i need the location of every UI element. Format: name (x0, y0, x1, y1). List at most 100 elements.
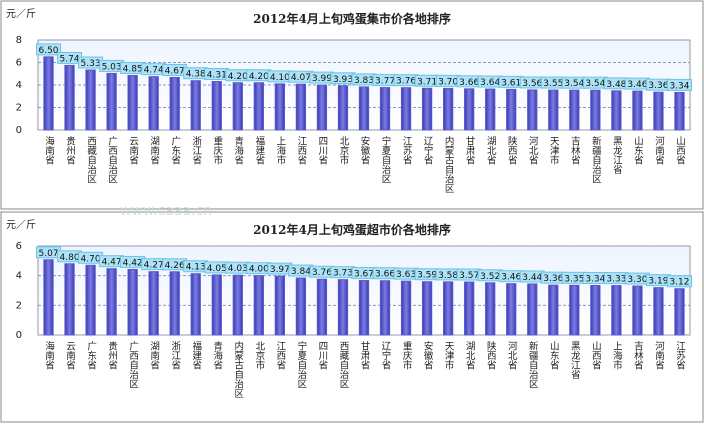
bar (400, 87, 412, 131)
bar (464, 281, 475, 336)
value-label: 3.34 (669, 81, 689, 91)
x-tick-label: 湖北省 (485, 136, 497, 165)
bar (443, 87, 454, 131)
x-tick-label: 江西省 (274, 341, 286, 370)
x-tick-label: 吉林省 (569, 136, 581, 165)
bar (548, 89, 559, 131)
bar (611, 285, 622, 336)
x-tick-label: 广东省 (85, 340, 97, 370)
value-label: 4.20 (249, 72, 269, 82)
x-tick-label: 福建省 (190, 340, 202, 370)
watermark: www.caaa.cn (120, 203, 212, 219)
value-label: 5.07 (38, 249, 58, 259)
x-tick-label: 陕西省 (506, 135, 518, 165)
y-tick-label: 0 (16, 125, 22, 136)
value-label: 3.55 (543, 79, 563, 89)
x-tick-label: 湖南省 (148, 136, 160, 165)
x-tick-label: 江苏省 (401, 136, 413, 165)
bar (148, 76, 159, 131)
value-label: 3.34 (585, 274, 605, 284)
bar (400, 280, 412, 336)
value-label: 3.44 (522, 273, 542, 283)
value-label: 3.54 (585, 79, 605, 89)
bar (316, 278, 328, 336)
bar (358, 280, 370, 336)
y-axis-label: 元／斤 (6, 219, 36, 231)
value-label: 3.36 (543, 274, 563, 284)
bar (674, 288, 685, 336)
x-tick-label: 山西省 (590, 341, 602, 370)
value-label: 4.27 (144, 261, 164, 271)
bar (253, 275, 264, 336)
value-label-box (666, 78, 692, 91)
x-tick-label: 北京市 (253, 341, 265, 370)
value-label: 4.26 (165, 261, 185, 271)
y-tick-label: 4 (16, 271, 22, 282)
bar (211, 81, 222, 131)
x-tick-label: 海南省 (43, 340, 55, 370)
x-tick-label: 河南省 (653, 135, 665, 165)
bar (590, 284, 601, 336)
bar (190, 273, 201, 336)
x-tick-label: 河北省 (506, 340, 518, 370)
value-label: 4.10 (270, 73, 290, 83)
bar (527, 283, 538, 336)
value-label: 4.85 (123, 64, 143, 74)
bar (148, 271, 159, 336)
value-label: 4.70 (81, 254, 101, 264)
y-tick-label: 2 (16, 103, 22, 114)
value-label: 4.03 (228, 264, 248, 274)
bar (485, 282, 496, 336)
x-tick-label: 山西省 (674, 136, 686, 165)
x-tick-label: 宁夏自治区 (380, 135, 392, 183)
x-tick-label: 山东省 (632, 136, 644, 165)
x-tick-label: 山东省 (548, 341, 560, 370)
bar (274, 275, 285, 336)
bar (379, 87, 391, 131)
bar (632, 285, 643, 336)
x-tick-label: 宁夏自治区 (295, 340, 307, 388)
y-tick-label: 8 (16, 35, 22, 46)
x-tick-label: 云南省 (127, 136, 139, 165)
x-tick-label: 湖南省 (148, 341, 160, 370)
bar (43, 259, 54, 336)
value-label-box (36, 43, 62, 56)
bar (253, 82, 264, 131)
bar (232, 274, 243, 336)
value-label-box (666, 275, 692, 288)
x-tick-label: 内蒙古自治区 (232, 340, 244, 398)
x-tick-label: 西藏自治区 (85, 136, 97, 184)
value-label: 4.74 (144, 66, 164, 76)
bar (232, 82, 243, 131)
value-label: 3.66 (375, 270, 395, 280)
value-label: 4.07 (291, 73, 311, 83)
x-tick-label: 四川省 (316, 136, 328, 165)
bar (590, 89, 601, 131)
value-label: 3.56 (522, 79, 542, 89)
x-tick-label: 广东省 (169, 135, 181, 165)
x-tick-label: 重庆市 (401, 340, 413, 370)
value-label: 3.33 (606, 275, 626, 285)
bar (43, 56, 54, 131)
value-label: 5.74 (60, 54, 80, 64)
value-label: 6.50 (38, 46, 58, 56)
x-tick-label: 四川省 (316, 341, 328, 370)
x-tick-label: 黑龙江省 (569, 341, 581, 380)
value-label: 4.31 (207, 71, 227, 81)
bar (443, 281, 454, 336)
bar (611, 90, 622, 131)
x-tick-label: 福建省 (253, 135, 265, 165)
x-tick-label: 安徽省 (359, 135, 371, 165)
bar (274, 83, 285, 131)
x-tick-label: 青海省 (232, 135, 244, 165)
value-label: 3.76 (312, 268, 332, 278)
bar (169, 271, 180, 336)
value-label: 3.57 (459, 271, 479, 281)
value-label: 3.46 (501, 273, 521, 283)
value-label: 3.84 (291, 267, 311, 277)
x-tick-label: 浙江省 (190, 135, 202, 165)
x-tick-label: 青海省 (211, 340, 223, 370)
bar (169, 76, 180, 131)
bar (211, 274, 222, 336)
value-label: 3.67 (354, 270, 374, 280)
